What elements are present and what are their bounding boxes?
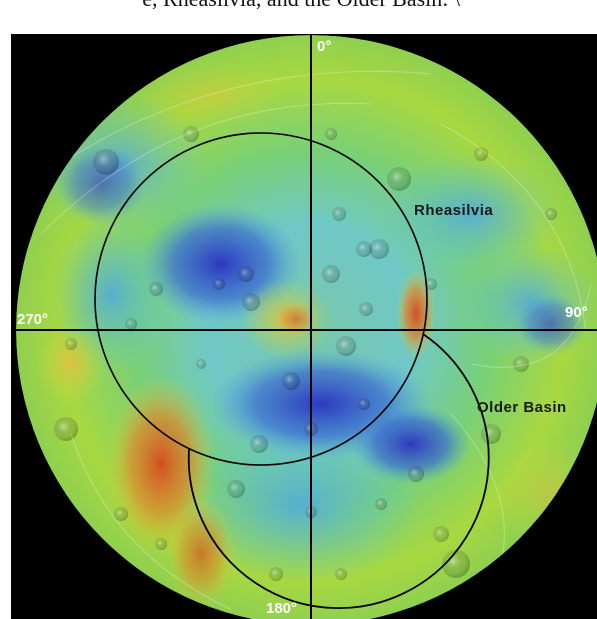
rheasilvia-outline — [94, 132, 428, 466]
longitude-label-bottom: 180° — [266, 600, 297, 617]
craters — [54, 126, 557, 581]
caption-text: e, Rheasilvia, and the Older Basin: \ — [142, 0, 460, 11]
scarps — [30, 70, 592, 610]
map-frame: 0° 90° 180° 270° Rheasilvia Older Basin — [11, 34, 597, 619]
polar-elevation-map: 0° 90° 180° 270° Rheasilvia Older Basin — [11, 34, 597, 619]
rheasilvia-label: Rheasilvia — [414, 202, 493, 219]
older-basin-outline — [187, 333, 490, 609]
top-caption: e, Rheasilvia, and the Older Basin: \ — [0, 0, 460, 12]
longitude-label-left: 270° — [17, 311, 48, 328]
older-basin-label: Older Basin — [477, 399, 567, 416]
graticule — [11, 34, 597, 619]
longitude-label-top: 0° — [317, 38, 331, 55]
longitude-label-right: 90° — [565, 304, 588, 321]
elevation-surface — [16, 35, 597, 619]
